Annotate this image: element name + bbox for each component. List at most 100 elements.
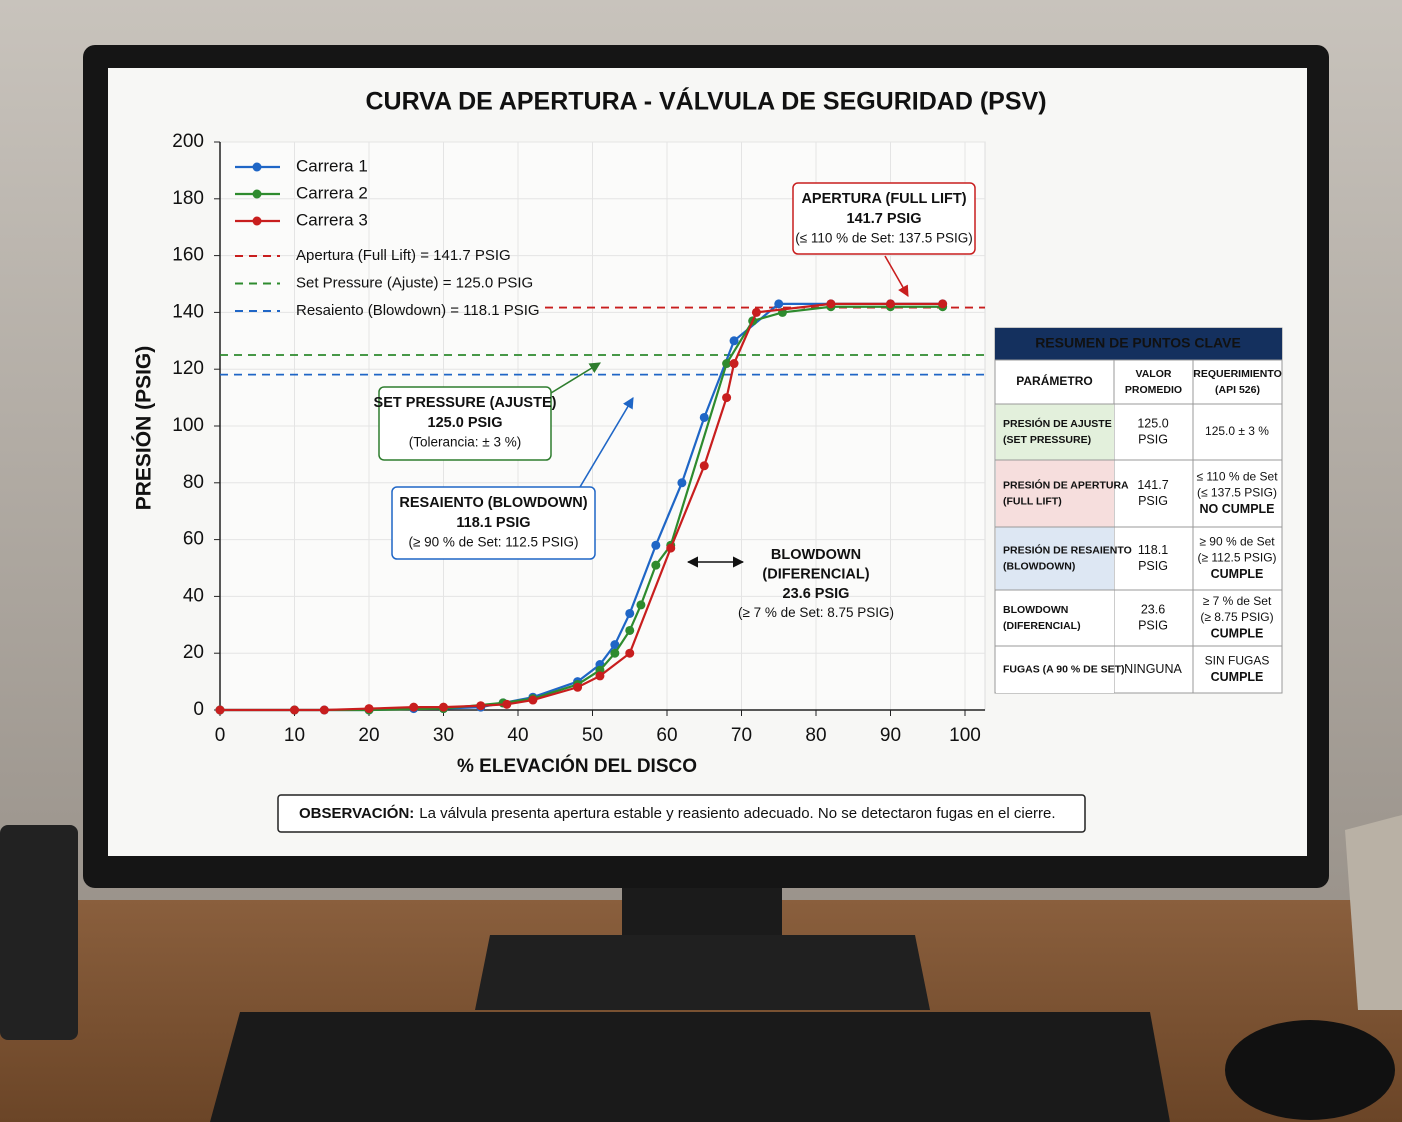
table-cell-text: PROMEDIO: [1125, 384, 1182, 396]
annotation-box: [792, 182, 976, 255]
legend-label: Apertura (Full Lift) = 141.7 PSIG: [296, 247, 511, 264]
annotation-arrow: [884, 255, 909, 297]
annotation-text: RESAIENTO (BLOWDOWN): [399, 495, 587, 511]
table-cell-text: NINGUNA: [1124, 662, 1182, 676]
annotation-text: 125.0 PSIG: [428, 415, 503, 431]
annotation-box: [378, 386, 552, 461]
data-point: [290, 705, 299, 715]
data-point: [886, 299, 895, 309]
y-tick-label: 100: [172, 415, 204, 436]
table-cell-text: PSIG: [1138, 559, 1168, 573]
table-cell-text: PSIG: [1138, 494, 1168, 508]
data-point: [699, 412, 709, 422]
data-point: [625, 648, 635, 658]
data-point: [729, 359, 739, 369]
data-point: [938, 299, 948, 309]
annotation-text: (≥ 7 % de Set: 8.75 PSIG): [738, 605, 894, 620]
data-point: [636, 600, 646, 610]
x-axis-title: % ELEVACIÓN DEL DISCO: [457, 755, 697, 777]
table-cell-text: VALOR: [1136, 368, 1172, 380]
table-cell: [996, 590, 1114, 646]
data-point: [409, 702, 419, 712]
table-cell-text: (API 526): [1215, 384, 1260, 396]
table-cell: [996, 646, 1114, 693]
table-cell-text: (BLOWDOWN): [1003, 560, 1075, 572]
table-cell-text: 23.6: [1141, 602, 1165, 616]
observation-text: La válvula presenta apertura estable y r…: [419, 805, 1055, 822]
data-point: [722, 393, 732, 403]
observation: OBSERVACIÓN: La válvula presenta apertura…: [299, 804, 1056, 822]
x-tick-label: 50: [582, 725, 603, 746]
table-cell: [996, 404, 1114, 460]
data-point: [651, 560, 661, 570]
data-point: [722, 359, 732, 369]
legend-label: Carrera 1: [296, 156, 368, 175]
observation-box: [277, 794, 1086, 833]
annotation-text: APERTURA (FULL LIFT): [801, 191, 966, 207]
data-point: [502, 699, 512, 709]
table-cell-text: 118.1: [1138, 543, 1168, 557]
table-cell-text: PRESIÓN DE AJUSTE: [1003, 417, 1112, 430]
table-cell-text: ≤ 110 % de Set: [1196, 470, 1278, 484]
table-cell-text: PRESIÓN DE APERTURA: [1003, 478, 1129, 491]
series-line: [220, 302, 943, 712]
table-cell-text: (≤ 137.5 PSIG): [1197, 486, 1277, 500]
x-tick-label: 70: [731, 725, 752, 746]
status: CUMPLE: [1211, 567, 1264, 581]
annotation-text: (DIFERENCIAL): [762, 566, 869, 582]
y-axis-title: PRESIÓN (PSIG): [132, 346, 156, 511]
chart-title: CURVA DE APERTURA - VÁLVULA DE SEGURIDAD…: [365, 87, 1046, 116]
data-point: [215, 705, 225, 715]
plant-pot: [1345, 815, 1402, 1010]
table-cell-text: 141.7: [1137, 478, 1168, 492]
x-tick-label: 100: [949, 725, 981, 746]
observation-label: OBSERVACIÓN:: [299, 804, 414, 822]
data-point: [476, 701, 486, 711]
legend-label: Carrera 3: [296, 210, 368, 229]
y-tick-label: 120: [172, 358, 204, 379]
annotation-arrow: [550, 362, 601, 394]
data-point: [699, 461, 709, 471]
table-cell-text: ≥ 90 % de Set: [1199, 535, 1275, 549]
table-cell-text: (≥ 8.75 PSIG): [1200, 610, 1273, 624]
table-cell-text: PARÁMETRO: [1016, 373, 1092, 388]
table-cell-text: ≥ 7 % de Set: [1203, 594, 1272, 608]
y-tick-label: 0: [193, 699, 204, 720]
legend-marker: [252, 189, 262, 199]
table-title: RESUMEN DE PUNTOS CLAVE: [1035, 335, 1241, 351]
data-point: [610, 640, 620, 650]
table-cell-text: PRESIÓN DE RESAIENTO: [1003, 543, 1132, 556]
data-point: [774, 299, 784, 309]
data-point: [573, 682, 583, 692]
annotation-text: SET PRESSURE (AJUSTE): [374, 395, 557, 411]
y-tick-label: 200: [172, 131, 204, 152]
status: CUMPLE: [1211, 670, 1264, 684]
mouse: [1225, 1020, 1395, 1120]
annotation-box: [391, 486, 596, 560]
legend-marker: [252, 216, 262, 226]
table-cell-text: 125.0 ± 3 %: [1205, 424, 1269, 438]
table-cell: [996, 527, 1114, 590]
data-point: [729, 336, 739, 346]
table-header: [995, 328, 1282, 360]
data-point: [625, 625, 635, 635]
x-tick-label: 0: [215, 725, 226, 746]
monitor-stand: [475, 935, 930, 1010]
table-cell-text: 125.0: [1137, 416, 1168, 430]
legend-marker: [252, 162, 262, 172]
data-point: [610, 648, 620, 658]
data-point: [677, 478, 687, 488]
legend-label: Set Pressure (Ajuste) = 125.0 PSIG: [296, 274, 533, 291]
annotation-text: 141.7 PSIG: [847, 211, 922, 227]
x-tick-label: 10: [284, 725, 305, 746]
legend-label: Resaiento (Blowdown) = 118.1 PSIG: [296, 302, 540, 319]
annotation-arrow: [579, 397, 634, 488]
pen-holder: [0, 825, 78, 1040]
table-cell-text: (DIFERENCIAL): [1003, 620, 1081, 632]
status: CUMPLE: [1211, 626, 1264, 640]
data-point: [666, 543, 676, 553]
annotation-text: 118.1 PSIG: [456, 515, 530, 531]
y-tick-label: 140: [172, 301, 204, 322]
